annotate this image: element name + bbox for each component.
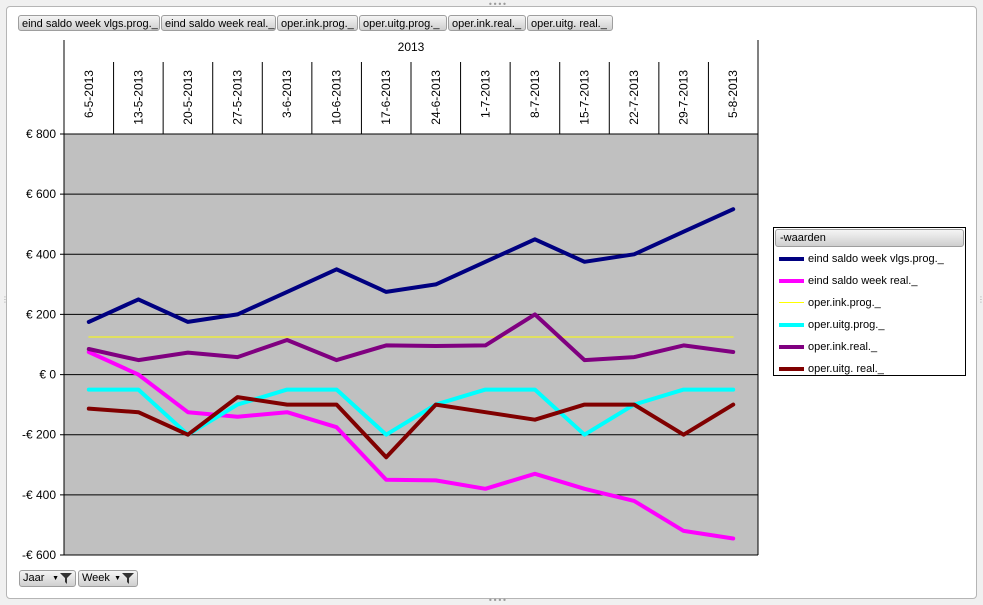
legend-swatch	[779, 278, 804, 283]
x-tick-label: 24-6-2013	[429, 70, 443, 125]
legend-swatch	[779, 322, 804, 327]
series-line	[86, 350, 736, 541]
x-tick-label: 8-7-2013	[528, 70, 542, 118]
x-tick-label: 1-7-2013	[478, 70, 492, 118]
x-tick-label: 3-6-2013	[280, 70, 294, 118]
legend-label: eind saldo week vlgs.prog._	[808, 253, 944, 265]
x-tick-label: 15-7-2013	[578, 70, 592, 125]
y-tick-label: € 0	[39, 368, 56, 382]
value-field-button[interactable]: eind saldo week real._	[161, 15, 276, 31]
legend-item: oper.uitg.prog._	[774, 314, 965, 336]
gridlines	[60, 133, 759, 556]
y-axis-labels: € 800 € 600 € 400 € 200 € 0 -€ 200 -€ 400 -€ 60…	[22, 127, 56, 562]
y-tick-label: € 200	[26, 307, 56, 321]
value-field-button[interactable]: eind saldo week vlgs.prog._	[18, 15, 160, 31]
legend-swatch	[779, 344, 804, 349]
bottom-resize-handle[interactable]: ••••	[488, 596, 507, 605]
value-field-button[interactable]: oper.ink.prog._	[277, 15, 358, 31]
x-tick-label: 13-5-2013	[131, 70, 145, 125]
left-resize-handle[interactable]: ⋮	[1, 295, 9, 304]
week-field-label: Week	[82, 572, 110, 584]
legend-swatch	[779, 302, 804, 303]
series-lines	[86, 207, 736, 541]
legend-item: eind saldo week real._	[774, 270, 965, 292]
x-tick-label: 20-5-2013	[181, 70, 195, 125]
x-tick-label: 6-5-2013	[82, 70, 96, 118]
right-resize-handle[interactable]: ⋮	[977, 295, 983, 304]
y-tick-label: € 600	[26, 187, 56, 201]
week-axis-field-button[interactable]: Week ▼	[78, 570, 138, 587]
top-resize-handle[interactable]: ••••	[488, 0, 507, 9]
x-tick-label: 29-7-2013	[677, 70, 691, 125]
legend-items: eind saldo week vlgs.prog._eind saldo we…	[774, 248, 965, 380]
y-tick-label: € 800	[26, 127, 56, 141]
legend-swatch	[779, 256, 804, 261]
legend-label: oper.ink.prog._	[808, 297, 881, 309]
x-tick-label: 17-6-2013	[379, 70, 393, 125]
x-tick-label: 5-8-2013	[726, 70, 740, 118]
x-tick-label: 10-6-2013	[330, 70, 344, 125]
filter-icon	[60, 573, 72, 584]
series-line	[86, 395, 736, 460]
x-axis-labels: 6-5-2013 13-5-2013 20-5-2013 27-5-2013 3-6-2…	[82, 70, 740, 125]
y-tick-label: -€ 600	[22, 548, 56, 562]
legend-label: eind saldo week real._	[808, 275, 918, 287]
legend-label: oper.ink.real._	[808, 341, 878, 353]
series-line	[86, 207, 736, 324]
legend-item: oper.uitg. real._	[774, 358, 965, 380]
legend-label: oper.uitg.prog._	[808, 319, 885, 331]
y-tick-label: € 400	[26, 247, 56, 261]
dropdown-arrow-icon: ▼	[52, 575, 59, 582]
y-tick-label: -€ 200	[22, 428, 56, 442]
legend: -waarden eind saldo week vlgs.prog._eind…	[773, 227, 966, 376]
y-tick-label: -€ 400	[22, 488, 56, 502]
legend-swatch	[779, 366, 804, 371]
legend-item: oper.ink.prog._	[774, 292, 965, 314]
value-field-button[interactable]: oper.uitg. real._	[527, 15, 613, 31]
value-field-button[interactable]: oper.ink.real._	[448, 15, 526, 31]
legend-label: oper.uitg. real._	[808, 363, 884, 375]
year-axis-field-button[interactable]: Jaar ▼	[19, 570, 76, 587]
x-tick-label: 22-7-2013	[627, 70, 641, 125]
series-line	[86, 312, 736, 363]
x-tick-label: 27-5-2013	[231, 70, 245, 125]
category-group-label: 2013	[398, 40, 425, 54]
dropdown-arrow-icon: ▼	[114, 575, 121, 582]
value-field-button[interactable]: oper.uitg.prog._	[359, 15, 447, 31]
category-header: 2013	[63, 40, 759, 134]
legend-item: oper.ink.real._	[774, 336, 965, 358]
filter-icon	[122, 573, 134, 584]
legend-title-button[interactable]: -waarden	[775, 229, 964, 247]
year-field-label: Jaar	[23, 572, 45, 584]
legend-item: eind saldo week vlgs.prog._	[774, 248, 965, 270]
